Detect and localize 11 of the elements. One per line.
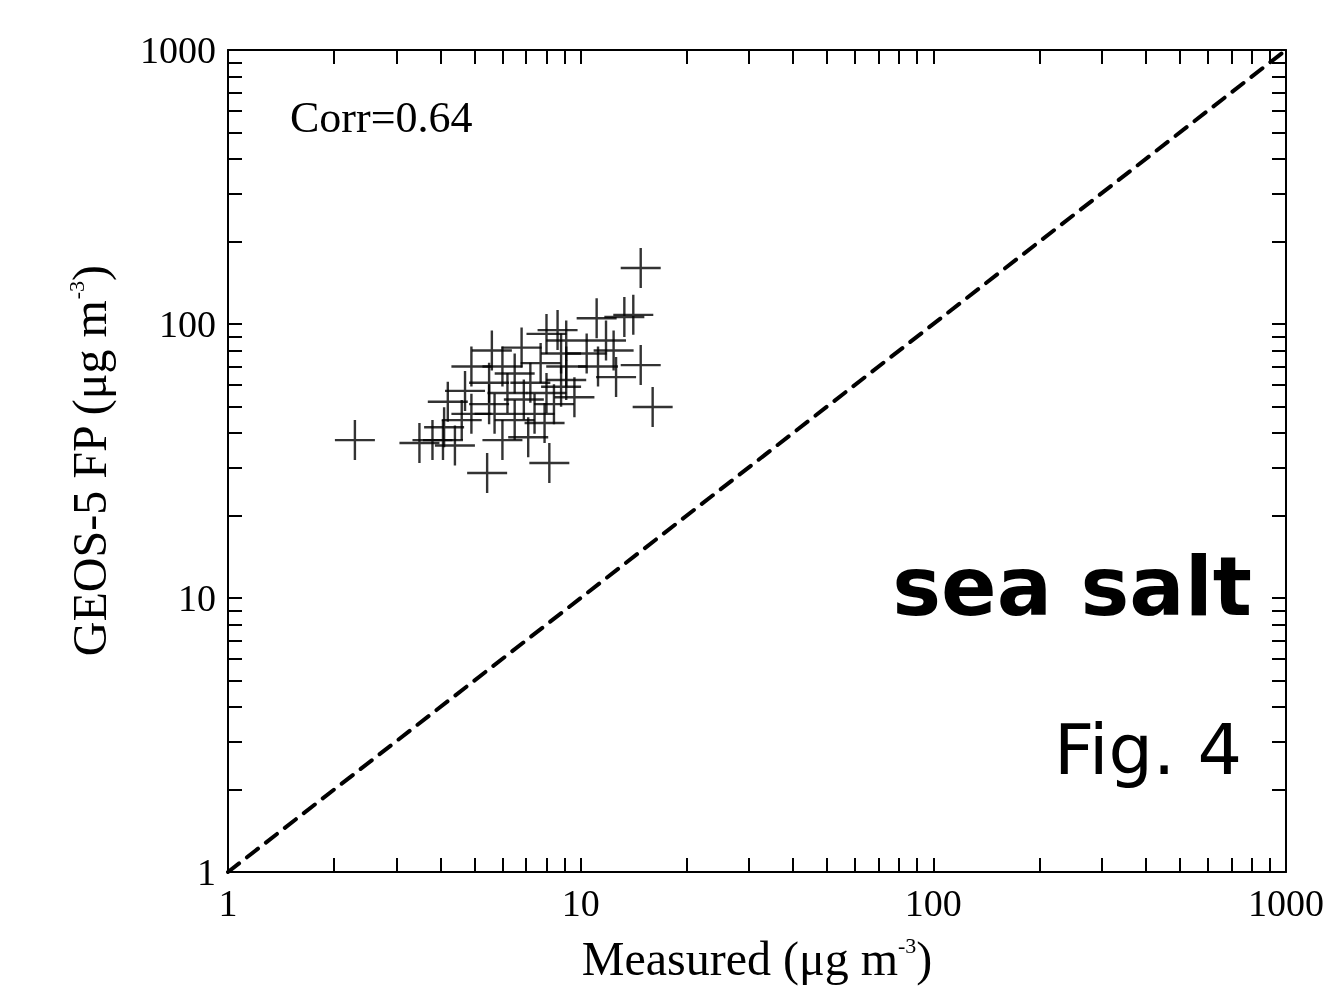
annotation: Fig. 4: [1053, 709, 1242, 791]
y-tick-label: 1000: [140, 29, 216, 71]
x-tick-label: 100: [904, 882, 962, 924]
annotation: sea salt: [892, 538, 1253, 634]
annotation: Corr=0.64: [290, 92, 473, 142]
y-tick-label: 100: [159, 303, 216, 345]
y-axis-title: GEOS-5 FP (μg m-3): [62, 264, 117, 657]
y-tick-label: 1: [197, 851, 216, 893]
x-tick-label: 1000: [1248, 882, 1324, 924]
x-tick-label: 10: [561, 882, 600, 924]
y-tick-label: 10: [178, 577, 216, 619]
